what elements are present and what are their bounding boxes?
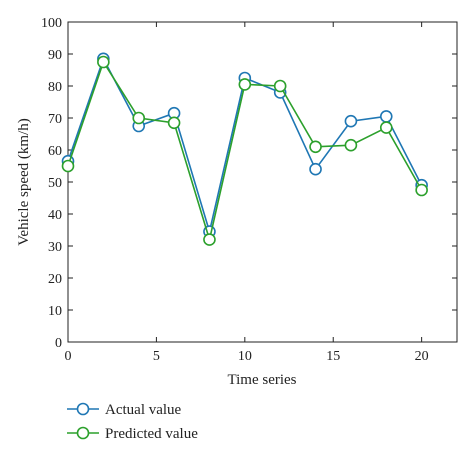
plot-frame [67, 21, 458, 343]
x-tick-label: 10 [238, 349, 252, 364]
y-tick-label: 70 [48, 112, 62, 127]
legend-item-2: Predicted value [67, 426, 198, 442]
x-tick-label: 15 [326, 349, 340, 364]
data-point [309, 162, 322, 176]
x-axis-ticks: 0 5 10 15 20 [65, 22, 429, 364]
y-tick-label: 50 [48, 176, 62, 191]
data-point [344, 114, 358, 128]
y-tick-label: 30 [48, 240, 62, 255]
data-point [309, 140, 322, 154]
series-layer [61, 52, 428, 246]
legend-marker [76, 426, 90, 440]
data-point [344, 138, 358, 152]
y-axis-label: Vehicle speed (km/h) [16, 118, 32, 245]
legend-label: Predicted value [105, 426, 198, 442]
y-tick-label: 90 [48, 48, 62, 63]
data-point [132, 111, 146, 125]
data-point [97, 55, 110, 69]
x-axis-label: Time series [227, 372, 296, 388]
data-point [379, 121, 393, 134]
data-point [379, 110, 393, 123]
legend-item-1: Actual value [67, 402, 182, 418]
data-point [415, 183, 428, 197]
x-tick-label: 20 [415, 349, 429, 364]
data-point [238, 78, 252, 91]
series-2 [61, 55, 428, 246]
data-point [203, 233, 216, 246]
y-tick-label: 100 [41, 16, 62, 31]
legend-marker [76, 402, 90, 416]
data-point [167, 116, 181, 130]
y-tick-label: 80 [48, 80, 62, 95]
x-tick-label: 5 [153, 349, 160, 364]
y-tick-label: 0 [55, 336, 62, 351]
x-tick-label: 0 [65, 349, 72, 364]
data-point [273, 79, 287, 93]
y-tick-label: 60 [48, 144, 62, 159]
data-point [61, 159, 75, 173]
y-tick-label: 20 [48, 272, 62, 287]
legend: Actual value Predicted value [67, 402, 198, 442]
y-tick-label: 40 [48, 208, 62, 223]
y-axis-ticks: 0 10 20 30 40 50 60 70 80 90 100 [41, 16, 457, 351]
y-tick-label: 10 [48, 304, 62, 319]
legend-label: Actual value [105, 402, 182, 418]
